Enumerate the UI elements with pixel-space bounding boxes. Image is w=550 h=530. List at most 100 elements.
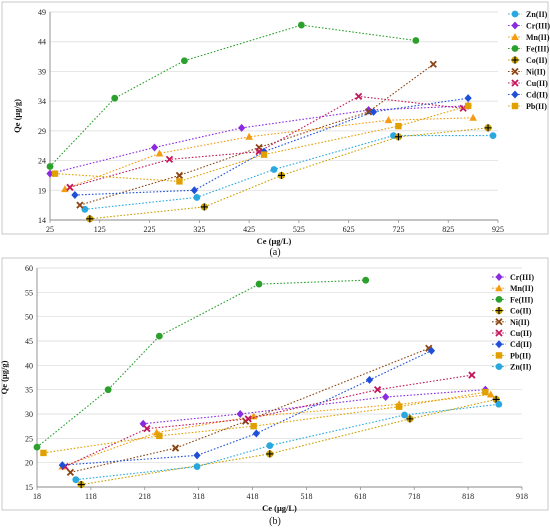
data-point [495,400,503,408]
series-Zn(II) [81,132,497,213]
legend-marker [511,21,519,30]
series-Cd(II) [58,346,436,470]
data-point [266,450,274,458]
legend-marker [495,296,503,303]
legend-label: Cd(II) [526,91,548,100]
legend-label: Cu(II) [510,329,532,338]
legend-marker [511,79,519,87]
legend-label: Co(II) [510,307,532,316]
y-tick-label: 49 [38,8,46,17]
y-axis-label: Qe (μg/g) [0,360,9,394]
series-line [62,393,491,468]
data-point [406,415,414,423]
data-point [394,133,403,141]
y-tick-label: 39 [38,67,46,76]
panel-b-frame [1,257,549,511]
series-Co(II) [77,395,500,489]
legend-label: Cr(III) [510,273,534,282]
x-tick-label: 825 [442,225,454,234]
panel-a-frame [1,1,549,235]
x-tick-label: 718 [408,492,420,501]
legend-marker [511,56,519,64]
x-tick-label: 125 [94,225,106,234]
x-tick-label: 925 [492,225,504,234]
series-Pb(II) [51,102,472,185]
data-point [40,449,47,457]
legend-label: Pb(II) [510,351,531,360]
legend-marker [511,33,519,40]
y-tick-label: 50 [25,313,33,322]
x-tick-label: 518 [300,492,312,501]
series-line [49,24,416,167]
data-point [66,468,75,477]
data-point [193,451,201,460]
x-tick-label: 318 [193,492,205,501]
series-line [143,389,486,425]
series-Fe(III) [46,21,420,170]
data-point [373,386,382,394]
x-tick-label: 818 [462,492,474,501]
legend: Cr(III) Mn(II) Fe(III) Co(II) Ni(II) Cu(II) Cd… [492,273,534,372]
data-point [384,116,393,124]
data-point [190,186,198,195]
data-point [395,403,403,410]
x-axis-label: Ce (μg/L) [262,503,297,513]
data-point [252,429,260,438]
series-line [75,403,499,481]
data-point [176,178,183,185]
data-point [165,155,174,164]
y-tick-label: 29 [38,127,46,136]
legend-marker [495,329,503,337]
data-point [150,143,159,152]
series-line [84,135,493,210]
data-point [489,132,497,140]
legend-label: Co(II) [526,56,548,65]
series-line [43,391,486,454]
legend-label: Fe(III) [510,295,533,304]
x-tick-label: 18 [33,492,41,501]
series-line [36,279,366,448]
series-line [89,127,489,220]
data-point [362,276,370,284]
data-point [51,170,59,177]
data-point [464,102,472,110]
series-line [49,105,469,175]
legend-label: Cd(II) [510,340,532,349]
legend-marker [495,352,503,359]
series-Cd(II) [71,94,472,200]
legend-marker [511,102,519,110]
data-point [260,151,268,158]
data-point [412,37,420,44]
panel-a-label: (a) [269,247,280,258]
data-point [429,60,437,68]
data-point [33,443,41,451]
legend: Zn(II) Cr(III) Mn(II) Fe(III) Co(II) Ni(II) Cu… [508,10,550,111]
y-tick-label: 44 [38,38,46,47]
y-tick-label: 55 [25,288,33,297]
data-point [266,442,274,450]
legend-marker [495,284,503,292]
data-point [382,392,390,401]
legend-marker [495,307,503,315]
y-tick-label: 60 [25,264,33,273]
data-point [71,191,79,200]
y-tick-label: 30 [25,410,33,419]
data-point [104,386,112,394]
data-point [77,480,85,489]
data-point [61,185,69,193]
x-tick-label: 218 [139,492,151,501]
y-tick-label: 20 [25,459,33,468]
legend-marker [495,318,503,326]
panel-a-chart: 14 19 24 29 34 39 44 49 25 125 225 325 425 525 625 725 8… [12,8,550,246]
x-tick-label: 918 [516,492,528,501]
series-Cr(III) [46,101,472,178]
data-point [238,123,246,132]
data-point [297,21,305,29]
y-tick-label: 45 [25,337,33,346]
data-point [364,108,373,116]
x-tick-label: 618 [354,492,366,501]
series-line [64,117,474,190]
legend-marker [511,90,519,99]
series-Pb(II) [40,388,489,457]
